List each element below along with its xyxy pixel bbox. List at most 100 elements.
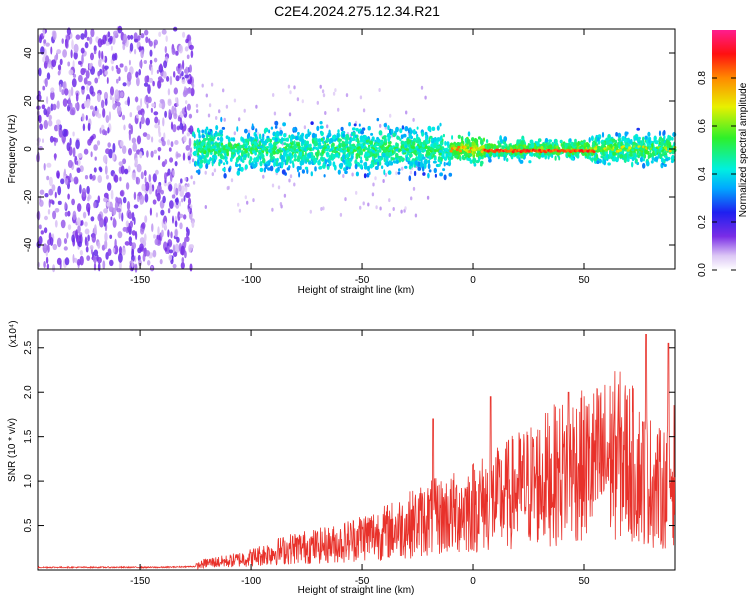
heatmap-cell <box>247 152 250 158</box>
heatmap-cell <box>303 125 307 130</box>
heatmap-cell <box>273 141 277 147</box>
heatmap-cell <box>324 111 327 115</box>
heatmap-cell <box>50 103 54 112</box>
heatmap-cell <box>463 145 467 149</box>
heatmap-cell <box>365 147 369 151</box>
heatmap-cell <box>122 82 127 87</box>
heatmap-cell <box>86 80 92 86</box>
heatmap-cell <box>89 245 94 250</box>
heatmap-cell <box>67 61 71 67</box>
heatmap-cell <box>166 76 170 82</box>
heatmap-cell <box>113 174 119 183</box>
heatmap-cell <box>97 175 102 183</box>
heatmap-cell <box>149 49 153 57</box>
heatmap-cell <box>222 88 225 93</box>
heatmap-cell <box>448 172 453 177</box>
heatmap-cell <box>273 111 277 116</box>
heatmap-cell <box>520 140 524 146</box>
x-tick-label: -150 <box>130 275 150 286</box>
heatmap-cell <box>343 149 347 153</box>
heatmap-cell <box>147 260 151 266</box>
heatmap-cell <box>516 140 519 146</box>
heatmap-cell <box>408 133 412 139</box>
heatmap-cell <box>72 131 75 137</box>
heatmap-cell <box>277 166 280 172</box>
heatmap-cell <box>310 121 314 125</box>
heatmap-cell <box>613 143 617 147</box>
heatmap-cell <box>307 128 310 135</box>
snr-y-label: SNR (10 * v/v) <box>7 418 18 482</box>
heatmap-cell <box>152 173 157 183</box>
heatmap-cell <box>161 140 166 147</box>
heatmap-cell <box>162 71 167 79</box>
heatmap-cell <box>207 145 211 149</box>
heatmap-cell <box>634 136 639 141</box>
heatmap-cell <box>252 198 255 203</box>
heatmap-cell <box>45 42 50 47</box>
heatmap-cell <box>423 149 427 152</box>
heatmap-cell <box>396 136 401 140</box>
heatmap-cell <box>153 234 156 239</box>
heatmap-cell <box>186 103 191 111</box>
heatmap-cell <box>163 132 166 140</box>
heatmap-cell <box>427 172 430 179</box>
x-tick-label: -100 <box>241 576 261 587</box>
heatmap-cell <box>133 191 137 200</box>
heatmap-cell <box>455 148 459 152</box>
heatmap-cell <box>362 201 365 206</box>
heatmap-cell <box>71 198 75 206</box>
x-tick-label: 50 <box>578 576 590 587</box>
heatmap-cell <box>590 135 594 142</box>
heatmap-cell <box>63 246 68 251</box>
heatmap-cell <box>129 42 134 52</box>
heatmap-cell <box>159 259 163 265</box>
heatmap-cell <box>416 126 419 130</box>
heatmap-cell <box>310 171 313 177</box>
heatmap-cell <box>653 135 657 142</box>
heatmap-cell <box>150 66 154 76</box>
heatmap-cell <box>361 127 366 131</box>
heatmap-cell <box>192 180 196 185</box>
heatmap-cell <box>323 174 326 178</box>
heatmap-cell <box>388 213 391 217</box>
heatmap-cell <box>73 176 79 185</box>
heatmap-cell <box>607 140 610 145</box>
heatmap-cell <box>162 117 165 127</box>
heatmap-cell <box>107 31 111 38</box>
heatmap-cell <box>596 160 600 164</box>
heatmap-cell <box>181 257 185 264</box>
heatmap-cell <box>228 142 232 147</box>
heatmap-cell <box>209 156 212 161</box>
heatmap-cell <box>52 210 57 220</box>
heatmap-cell <box>384 172 388 177</box>
heatmap-cell <box>180 185 185 194</box>
heatmap-cell <box>371 192 375 197</box>
heatmap-cell <box>138 259 142 267</box>
heatmap-cell <box>222 155 225 160</box>
heatmap-cell <box>326 145 330 149</box>
heatmap-cell <box>183 135 187 142</box>
heatmap-cell <box>84 228 90 235</box>
heatmap-cell <box>395 152 399 158</box>
heatmap-cell <box>185 145 191 151</box>
heatmap-cell <box>112 247 116 253</box>
heatmap-cell <box>408 175 412 182</box>
heatmap-cell <box>60 178 65 185</box>
heatmap-cell <box>269 165 274 172</box>
heatmap-cell <box>479 146 483 150</box>
heatmap-cell <box>472 148 476 152</box>
heatmap-cell <box>178 44 183 54</box>
heatmap-cell <box>255 128 258 133</box>
heatmap-cell <box>668 149 672 153</box>
heatmap-cell <box>179 73 182 79</box>
heatmap-cell <box>83 77 88 85</box>
heatmap-cell <box>76 160 79 166</box>
heatmap-cell <box>48 119 53 127</box>
heatmap-cell <box>270 126 274 130</box>
heatmap-cell <box>62 81 66 89</box>
heatmap-cell <box>274 120 279 126</box>
heatmap-cell <box>288 178 291 183</box>
heatmap-cell <box>398 168 401 172</box>
heatmap-cell <box>132 142 137 152</box>
heatmap-cell <box>651 142 654 149</box>
